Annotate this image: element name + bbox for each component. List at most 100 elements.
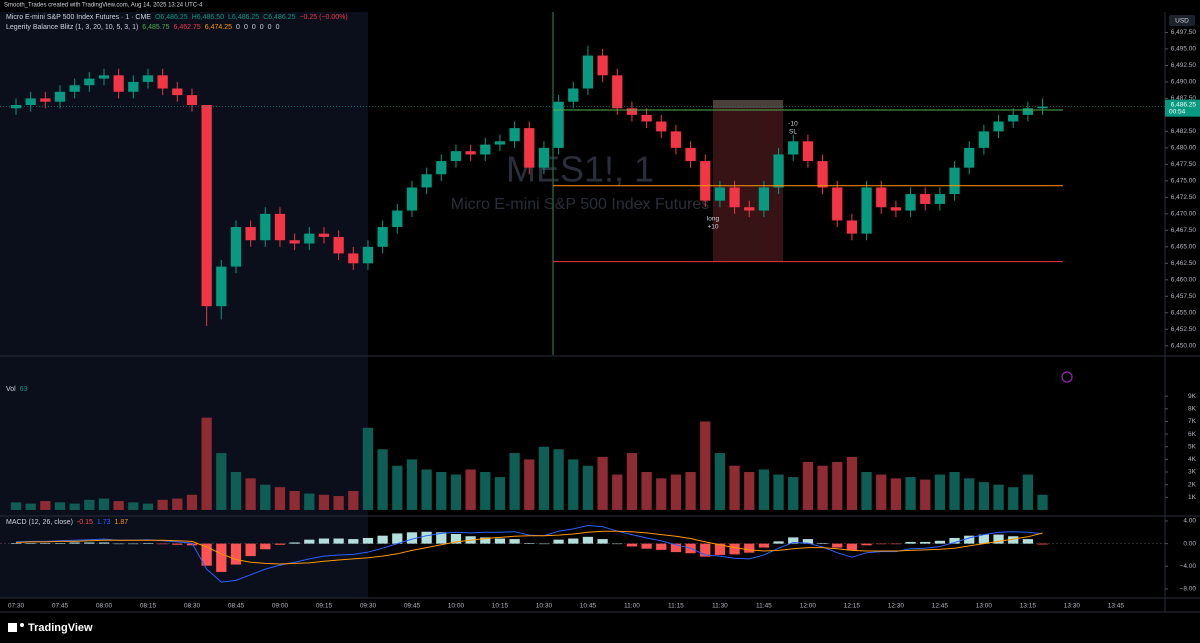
y-tick-label: 6,477.50 [1171,161,1197,168]
volume-last: 63 [19,386,28,393]
histogram-bar [25,543,36,544]
stop-zone [713,108,783,262]
last-price-tag [1165,99,1200,117]
volume-bar [714,453,726,510]
histogram-bar [450,533,462,544]
histogram-bar [920,541,931,544]
candle-body [773,154,784,188]
candle-body [128,81,139,92]
volume-bar [157,499,168,510]
candle-body [333,236,344,254]
volume-bar [406,459,418,510]
histogram-bar [157,543,168,545]
volume-bar [700,421,711,510]
y-tick-label: 7K [1188,418,1197,425]
candle-body [392,210,403,228]
x-tick-label: 12:30 [888,603,905,610]
logo-shape [20,623,24,627]
legend-item: O6,486.25 [154,14,188,21]
x-tick-label: 13:30 [1064,603,1081,610]
y-tick-label: 6,480.00 [1171,145,1197,152]
histogram-bar [758,543,770,548]
candle-body [524,128,535,168]
volume-bar [436,472,447,510]
histogram-bar [333,538,344,544]
histogram-bar [113,543,124,545]
brand-logo [8,623,24,632]
macd-title: MACD (12, 26, close) [6,519,73,526]
x-tick-label: 08:00 [96,603,113,610]
y-tick-label: 6,450.00 [1171,342,1197,349]
volume-bar [10,502,22,510]
volume-bar [846,456,858,510]
legend-item: Micro E-mini S&P 500 Index Futures · 1 ·… [6,14,151,21]
histogram-bar [582,536,594,544]
volume-bar [861,472,872,510]
y-tick-label: 6K [1188,431,1197,438]
x-tick-label: 11:15 [668,603,684,610]
histogram-bar [406,532,418,544]
x-tick-label: 10:00 [448,603,465,610]
x-tick-label: 10:45 [580,603,597,610]
y-tick-label: 6,460.00 [1171,277,1197,284]
candle-body [40,98,51,102]
candle-body [377,227,388,247]
histogram-bar [1008,536,1019,544]
volume-bar [40,501,51,510]
volume-bar [465,469,476,510]
volume-bar [1022,474,1034,510]
y-tick-label: 6,492.50 [1171,62,1197,69]
volume-bar [788,477,799,510]
macd-legend: MACD (12, 26, close) -0.15 1.73 1.87 [6,519,128,526]
candle-body [641,114,652,122]
candle-body [113,75,124,92]
histogram-bar [729,543,740,555]
histogram-bar [304,539,315,544]
volume-bar [494,477,506,510]
histogram-bar [524,543,535,544]
candle-body [876,187,887,208]
volume-bar [274,487,286,510]
candle-body [920,194,931,204]
candle-body [216,266,227,307]
candle-body [788,141,799,155]
histogram-bar [832,543,843,548]
candle-body [362,246,374,264]
indicator-name: Legerity Balance Blitz (1, 3, 20, 10, 5,… [6,24,139,31]
histogram-bar [98,542,110,544]
y-tick-label: 6,497.50 [1171,29,1197,36]
trade-entry-size: +10 [707,224,718,231]
volume-bar [128,502,139,510]
alert-icon[interactable] [1061,371,1073,383]
histogram-bar [436,532,447,544]
histogram-bar [54,543,66,544]
histogram-bar [934,540,946,544]
volume-legend: Vol 63 [6,386,28,393]
candle-body [582,55,594,89]
histogram-bar [626,543,638,547]
candle-body [832,187,843,221]
histogram-bar [10,543,22,544]
y-tick-label: 6,470.00 [1171,211,1197,218]
histogram-bar [656,543,667,550]
indicator-legend: Legerity Balance Blitz (1, 3, 20, 10, 5,… [6,24,279,31]
volume-bar [201,417,212,510]
histogram-bar [861,543,872,546]
volume-bar [186,494,198,510]
volume-bar [553,449,564,510]
volume-bar [597,456,608,510]
target-zone [713,100,783,108]
histogram-bar [318,538,330,544]
histogram-bar [714,543,726,555]
histogram-bar [274,543,286,545]
x-tick-label: 09:45 [404,603,421,610]
legend-item: −0.25 (−0.00%) [299,14,348,21]
candle-body [861,187,872,234]
volume-bar [245,478,256,510]
macd-line [15,530,1043,565]
unit-box [1169,15,1195,26]
candle-body [553,101,564,148]
indicator-value: 6,462.75 [173,24,201,31]
